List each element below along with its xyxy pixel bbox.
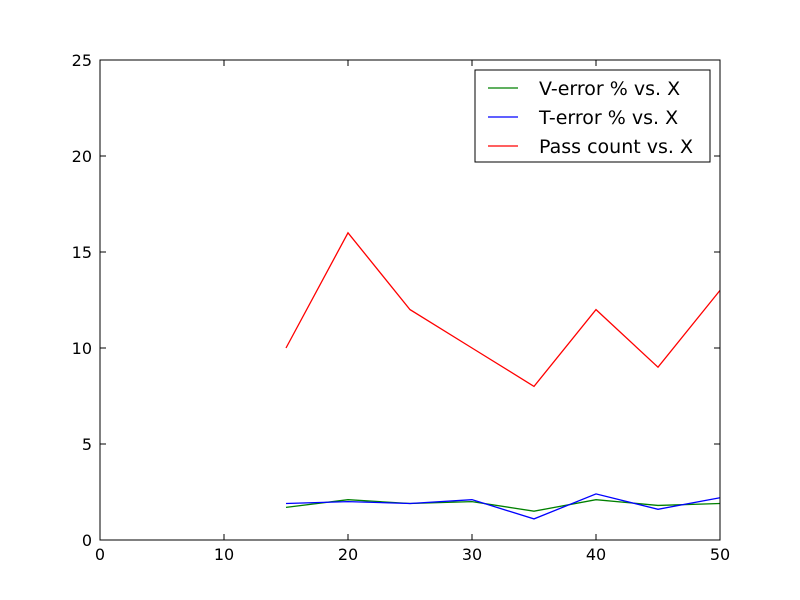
x-tick-label: 20 — [338, 545, 358, 564]
x-tick-label: 50 — [710, 545, 730, 564]
legend: V-error % vs. X T-error % vs. X Pass count… — [474, 69, 711, 163]
legend-label: V-error % vs. X — [539, 78, 680, 100]
legend-box — [474, 69, 711, 163]
legend-label: T-error % vs. X — [538, 107, 678, 129]
x-axis: 0 10 20 30 40 50 — [95, 60, 730, 564]
y-tick-label: 25 — [72, 51, 92, 70]
legend-label: Pass count vs. X — [539, 136, 693, 158]
x-tick-label: 10 — [214, 545, 234, 564]
y-tick-label: 5 — [82, 435, 92, 454]
x-tick-label: 0 — [95, 545, 105, 564]
x-tick-label: 40 — [586, 545, 606, 564]
y-tick-label: 15 — [72, 243, 92, 262]
plot-frame — [99, 59, 721, 541]
y-tick-label: 20 — [72, 147, 92, 166]
series-line-v-error-vs-x — [285, 499, 721, 512]
y-tick-label: 0 — [82, 531, 92, 550]
series-line-pass-count-vs-x — [285, 231, 721, 388]
y-axis: 0 5 10 15 20 25 — [72, 51, 720, 550]
series-line-t-error-vs-x — [285, 493, 721, 520]
x-tick-label: 30 — [462, 545, 482, 564]
series-layer — [285, 231, 721, 520]
y-tick-label: 10 — [72, 339, 92, 358]
